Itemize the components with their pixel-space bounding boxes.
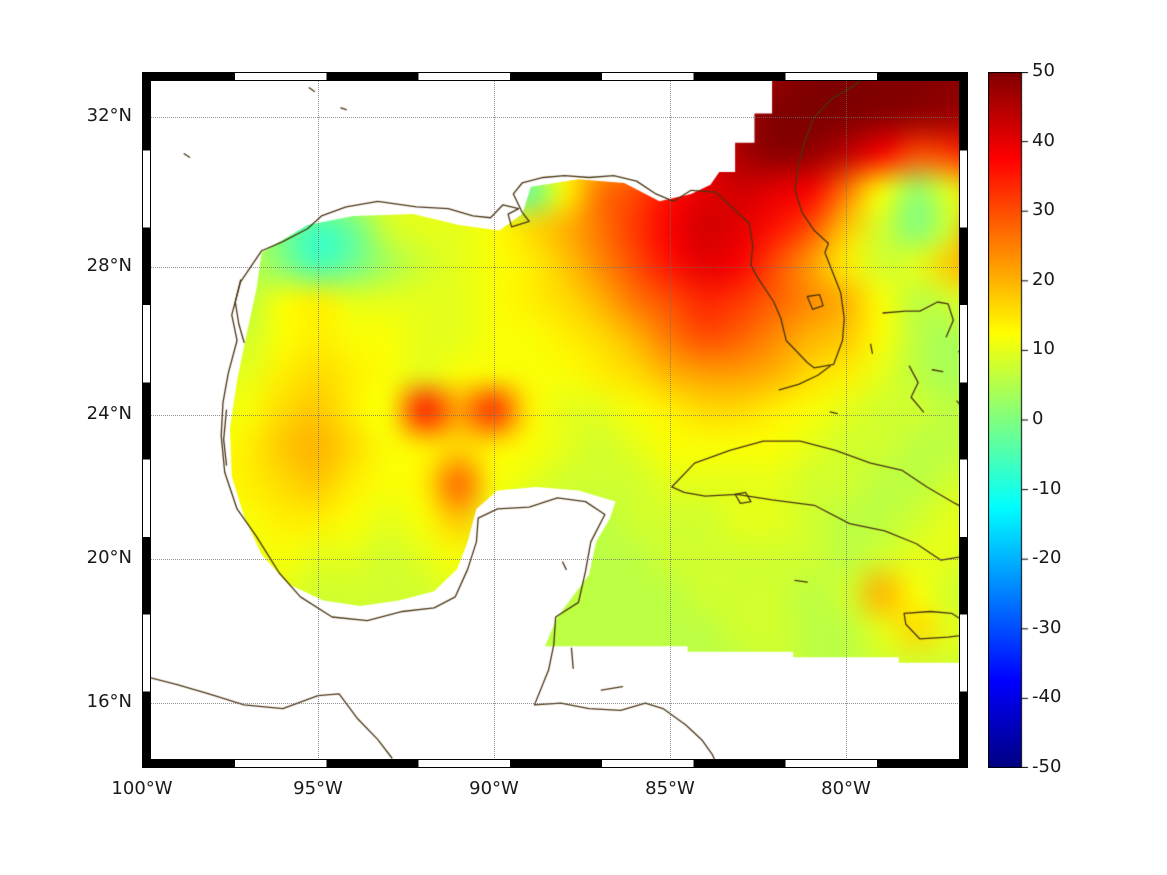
gridline-85w (670, 72, 671, 768)
gridline-20n (142, 559, 968, 560)
map-frame-top (142, 72, 968, 81)
map-frame-left (142, 72, 151, 768)
colorbar (988, 72, 1032, 768)
colorbar-tick-label-n30: -30 (1032, 617, 1062, 638)
gridline-90w (494, 72, 495, 768)
x-tick-label-85w: 85°W (645, 778, 695, 799)
colorbar-tick-label-0: 0 (1032, 408, 1044, 429)
colorbar-tick-label-20: 20 (1032, 269, 1055, 290)
colorbar-tick-label-n50: -50 (1032, 756, 1062, 777)
colorbar-tick-label-10: 10 (1032, 338, 1055, 359)
x-tick-label-95w: 95°W (293, 778, 343, 799)
y-tick-label-32n: 32°N (86, 105, 132, 126)
gridline-80w (846, 72, 847, 768)
x-tick-label-100w: 100°W (111, 778, 173, 799)
gridline-24n (142, 415, 968, 416)
map-frame-bottom (142, 759, 968, 768)
colorbar-tick-label-30: 30 (1032, 199, 1055, 220)
y-tick-label-28n: 28°N (86, 255, 132, 276)
gridline-16n (142, 703, 968, 704)
colorbar-tick-label-n40: -40 (1032, 686, 1062, 707)
colorbar-tick-label-40: 40 (1032, 130, 1055, 151)
y-tick-label-24n: 24°N (86, 403, 132, 424)
gridline-28n (142, 267, 968, 268)
x-tick-label-80w: 80°W (821, 778, 871, 799)
y-tick-label-20n: 20°N (86, 547, 132, 568)
colorbar-tick-label-n20: -20 (1032, 547, 1062, 568)
colorbar-tick-label-n10: -10 (1032, 478, 1062, 499)
x-tick-label-90w: 90°W (469, 778, 519, 799)
map-frame-right (959, 72, 968, 768)
heatmap-canvas (142, 72, 968, 768)
colorbar-tick-label-50: 50 (1032, 60, 1055, 81)
gridline-95w (318, 72, 319, 768)
y-tick-label-16n: 16°N (86, 691, 132, 712)
gridline-32n (142, 117, 968, 118)
